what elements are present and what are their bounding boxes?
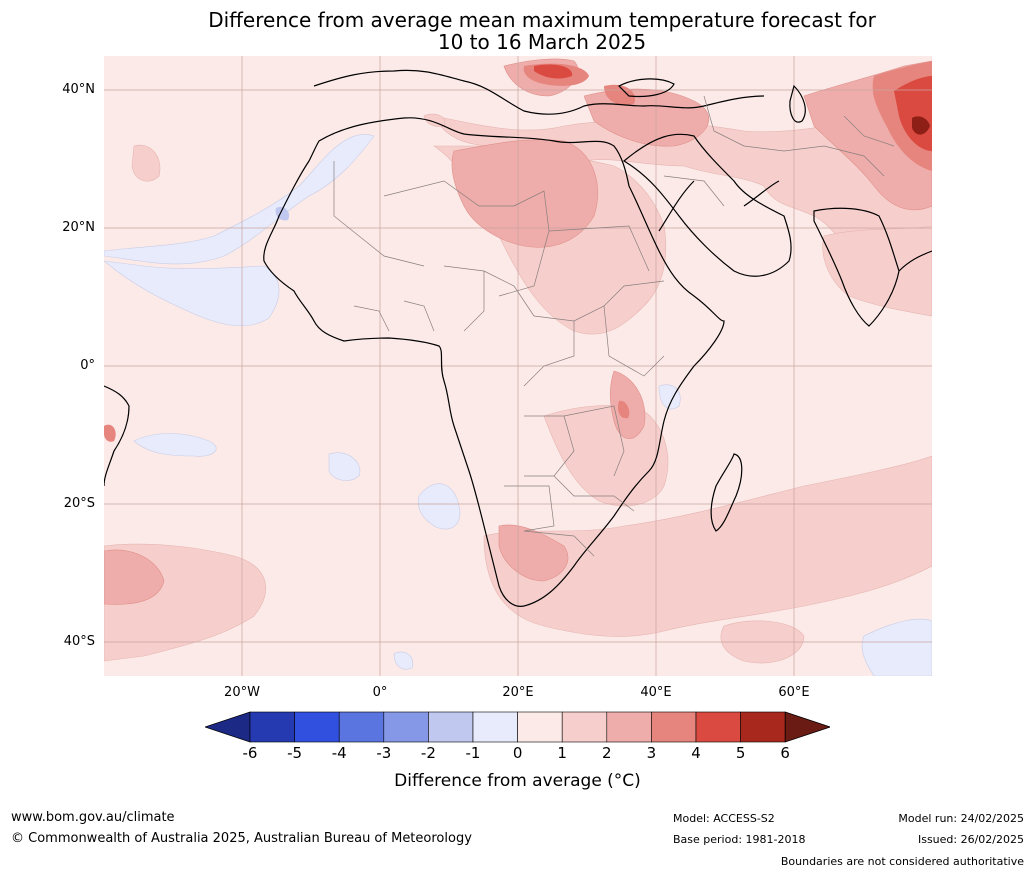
- footer-issued: Issued: 26/02/2025: [917, 833, 1024, 846]
- colorbar-tick-label: 1: [557, 744, 567, 762]
- colorbar: [203, 711, 832, 743]
- colorbar-tick-label: -3: [376, 744, 392, 762]
- colorbar-segment: [740, 711, 786, 743]
- lon-label-20w: 20°W: [224, 685, 260, 700]
- lat-label-40n: 40°N: [62, 82, 95, 97]
- colorbar-segment: [651, 711, 697, 743]
- map-title: Difference from average mean maximum tem…: [100, 9, 984, 53]
- footer-copyright: © Commonwealth of Australia 2025, Austra…: [11, 831, 472, 846]
- title-line-2: 10 to 16 March 2025: [437, 30, 647, 54]
- colorbar-tick-label: 0: [512, 744, 523, 762]
- colorbar-tick-label: -4: [331, 744, 347, 762]
- colorbar-min-extension: [203, 711, 251, 743]
- anomaly-map: [104, 56, 932, 676]
- colorbar-tick-label: -1: [465, 744, 481, 762]
- lat-label-equator: 0°: [80, 358, 95, 373]
- lon-label-60e: 60°E: [778, 685, 810, 700]
- colorbar-tick-label: 6: [780, 744, 790, 762]
- colorbar-segment: [517, 711, 563, 743]
- colorbar-segment: [338, 711, 385, 743]
- lon-label-0: 0°: [372, 685, 388, 700]
- colorbar-segment: [383, 711, 429, 743]
- footer-model-run: Model run: 24/02/2025: [898, 812, 1024, 825]
- lon-label-40e: 40°E: [640, 685, 672, 700]
- colorbar-segment: [249, 711, 295, 743]
- warm-anomaly-regions-5: [912, 116, 930, 135]
- colorbar-label: Difference from average (°C): [394, 771, 641, 791]
- footer-model: Model: ACCESS-S2: [673, 812, 775, 825]
- colorbar-tick-label: 2: [602, 744, 612, 762]
- colorbar-svg: [203, 711, 832, 743]
- colorbar-max-extension: [784, 711, 832, 743]
- colorbar-segment: [695, 711, 741, 743]
- footer-disclaimer: Boundaries are not considered authoritat…: [780, 855, 1024, 868]
- graticule: [104, 56, 932, 676]
- colorbar-segment: [472, 711, 518, 743]
- colorbar-tick-label: 3: [646, 744, 657, 762]
- colorbar-segment: [428, 711, 474, 743]
- colorbar-tick-label: 4: [691, 744, 701, 762]
- colorbar-tick-label: 5: [735, 744, 746, 762]
- colorbar-tick-label: -2: [420, 744, 436, 762]
- lat-label-20s: 20°S: [63, 496, 95, 511]
- coastlines: [104, 69, 932, 607]
- footer-base-period: Base period: 1981-2018: [673, 833, 806, 846]
- lat-label-40s: 40°S: [63, 634, 95, 649]
- lon-label-20e: 20°E: [502, 685, 534, 700]
- colorbar-segment: [294, 711, 340, 743]
- country-boundaries: [333, 95, 895, 557]
- map-svg: [104, 56, 932, 676]
- colorbar-tick-label: -6: [242, 744, 258, 762]
- cool-anomaly-regions: [104, 134, 932, 676]
- lat-label-20n: 20°N: [62, 220, 95, 235]
- colorbar-tick-label: -5: [287, 744, 303, 762]
- colorbar-segment: [561, 711, 608, 743]
- footer-url: www.bom.gov.au/climate: [11, 810, 175, 825]
- title-line-1: Difference from average mean maximum tem…: [208, 8, 876, 32]
- colorbar-segment: [606, 711, 652, 743]
